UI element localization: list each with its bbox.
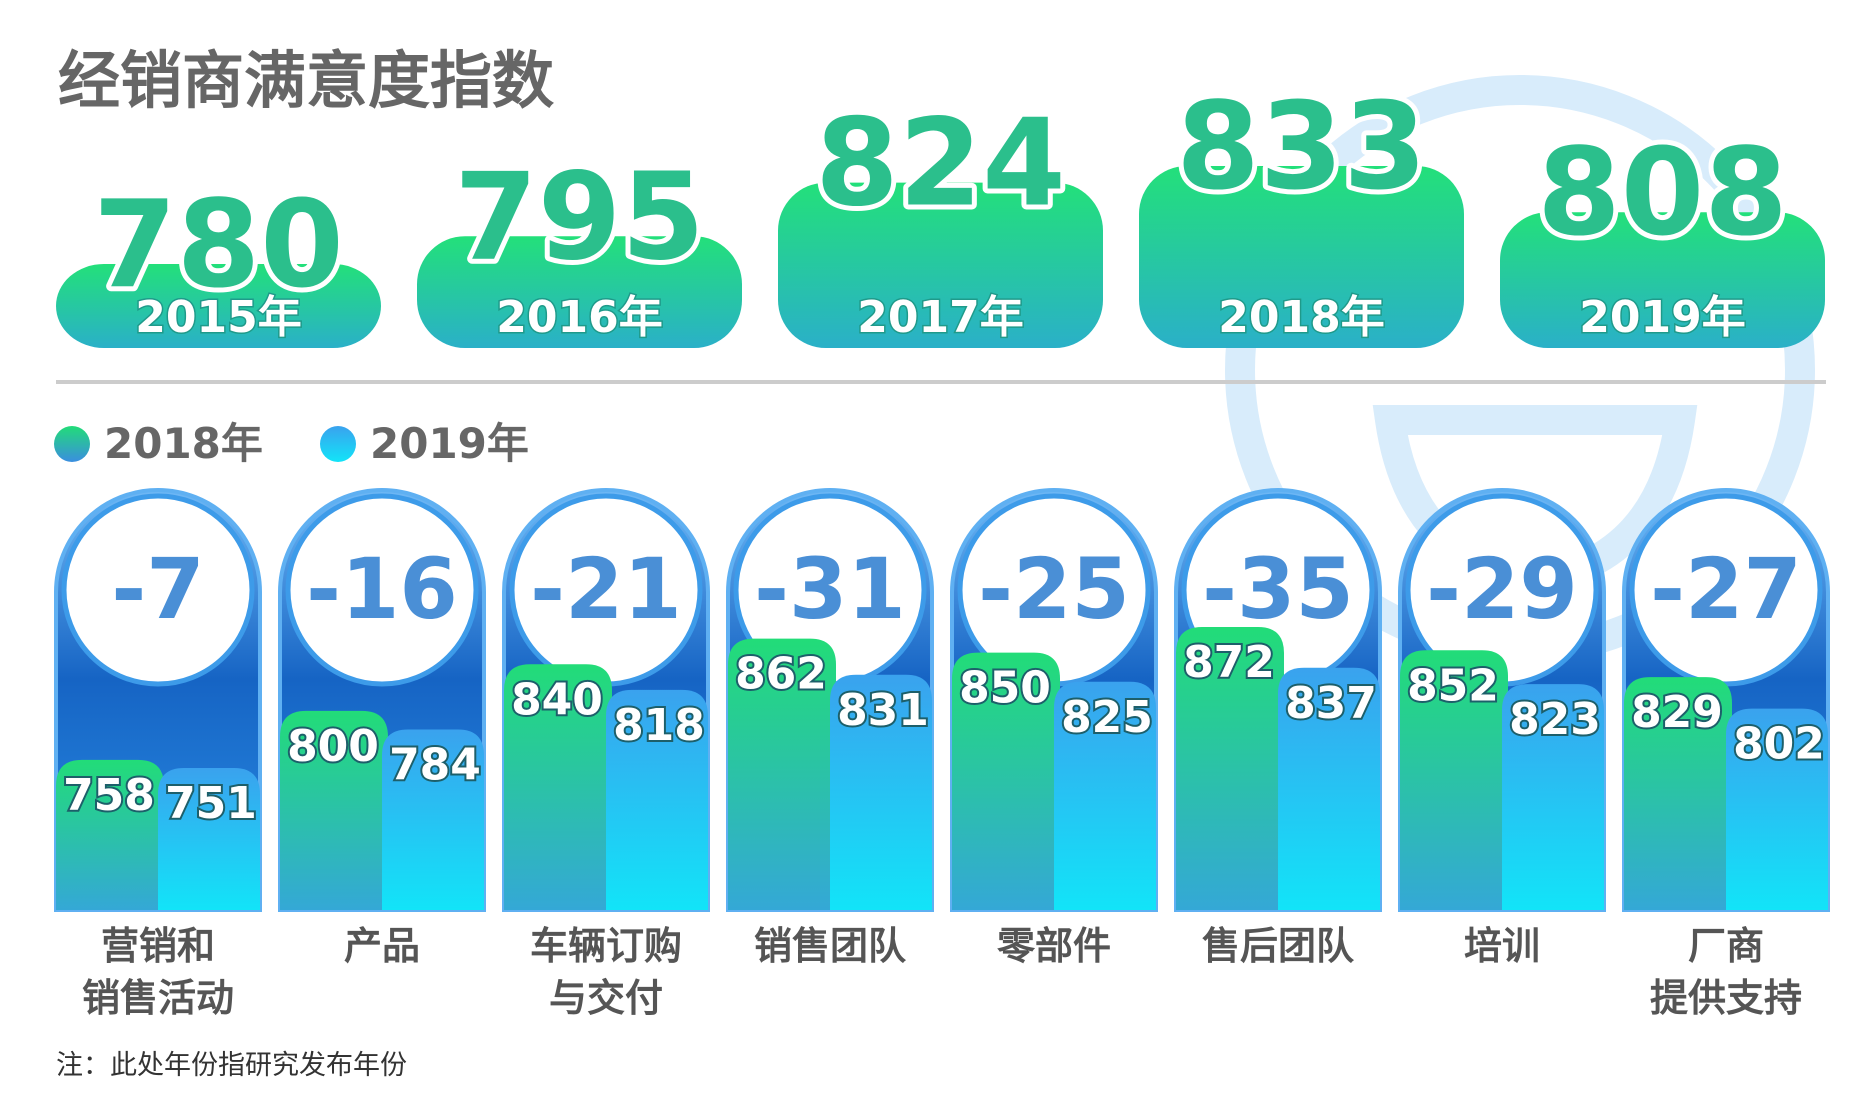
value-label: 802 xyxy=(1733,719,1825,770)
difference-label: -35 xyxy=(1202,540,1354,638)
category-label: 培训 xyxy=(1463,924,1540,968)
year-card xyxy=(56,264,381,348)
difference-label: -16 xyxy=(306,540,458,638)
value-label: 823 xyxy=(1509,694,1601,745)
difference-label: -25 xyxy=(978,540,1130,638)
difference-label: -31 xyxy=(754,540,906,638)
category-label: 零部件 xyxy=(996,924,1111,968)
year-card xyxy=(1139,166,1464,348)
year-label: 2019年 xyxy=(1579,292,1745,343)
difference-label: -29 xyxy=(1426,540,1578,638)
bar xyxy=(606,689,708,910)
card-value: 824 xyxy=(815,95,1066,234)
card-value: 833 xyxy=(1176,78,1427,217)
difference-label: -27 xyxy=(1650,540,1802,638)
bar xyxy=(952,652,1060,910)
card-value: 795 xyxy=(454,148,705,287)
value-label: 852 xyxy=(1407,660,1499,711)
difference-label: -21 xyxy=(530,540,682,638)
year-label: 2016年 xyxy=(496,292,662,343)
category-label: 产品 xyxy=(343,924,420,968)
card-value: 780 xyxy=(93,176,344,315)
card-value: 808 xyxy=(1537,124,1788,263)
bar xyxy=(158,768,260,910)
category-label: 厂商 提供支持 xyxy=(1649,924,1802,1020)
bar xyxy=(382,729,484,910)
year-card xyxy=(1500,212,1825,348)
bar xyxy=(1502,684,1604,910)
diff-badge xyxy=(285,493,479,687)
legend-swatch xyxy=(320,426,356,462)
bar xyxy=(504,664,612,910)
value-label: 872 xyxy=(1183,637,1275,688)
value-label: 840 xyxy=(511,674,603,725)
footnote: 注：此处年份指研究发布年份 xyxy=(56,1050,407,1081)
bar xyxy=(1726,708,1828,910)
bar xyxy=(56,759,164,910)
difference-label: -7 xyxy=(111,540,204,638)
year-label: 2015年 xyxy=(135,292,301,343)
value-label: 825 xyxy=(1061,692,1153,743)
value-label: 758 xyxy=(63,770,155,821)
diff-badge xyxy=(61,493,255,687)
category-label: 售后团队 xyxy=(1201,924,1354,968)
year-card xyxy=(417,236,742,348)
legend-swatch xyxy=(54,426,90,462)
bar xyxy=(830,674,932,910)
bar xyxy=(1400,650,1508,910)
value-label: 800 xyxy=(287,721,379,772)
bar xyxy=(1624,677,1732,910)
bar xyxy=(1278,667,1380,910)
bar xyxy=(1054,681,1156,910)
value-label: 829 xyxy=(1631,687,1723,738)
value-label: 837 xyxy=(1285,678,1377,729)
diff-badge xyxy=(1629,493,1823,687)
bar xyxy=(728,638,836,910)
legend-label: 2018年 xyxy=(104,419,263,468)
category-label: 车辆订购 与交付 xyxy=(529,924,682,1020)
year-label: 2017年 xyxy=(857,292,1023,343)
year-label: 2018年 xyxy=(1218,292,1384,343)
year-card xyxy=(778,182,1103,348)
value-label: 831 xyxy=(837,685,929,736)
category-label: 销售团队 xyxy=(753,924,906,968)
category-label: 营销和 销售活动 xyxy=(81,924,234,1020)
value-label: 850 xyxy=(959,663,1051,714)
value-label: 751 xyxy=(165,778,257,829)
bar xyxy=(280,710,388,910)
value-label: 862 xyxy=(735,649,827,700)
value-label: 784 xyxy=(389,740,481,791)
bar xyxy=(1176,627,1284,910)
value-label: 818 xyxy=(613,700,705,751)
legend-label: 2019年 xyxy=(370,419,529,468)
title: 经销商满意度指数 xyxy=(58,44,554,117)
